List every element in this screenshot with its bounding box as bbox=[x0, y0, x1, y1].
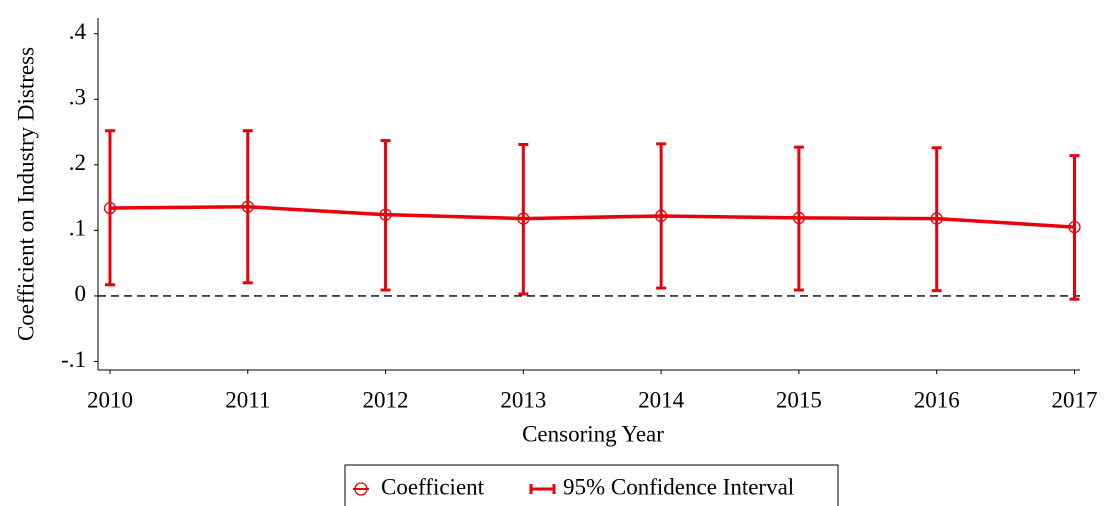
x-tick-label: 2010 bbox=[87, 387, 133, 412]
y-tick-label: .1 bbox=[69, 216, 86, 241]
legend-box bbox=[344, 464, 839, 506]
x-tick-label: 2012 bbox=[363, 387, 409, 412]
y-tick-label: .2 bbox=[69, 150, 86, 175]
x-tick-label: 2017 bbox=[1051, 387, 1097, 412]
y-tick-label: -.1 bbox=[61, 347, 86, 372]
y-axis-label: Coefficient on Industry Distress bbox=[13, 47, 38, 341]
error-bar bbox=[1069, 154, 1080, 301]
point bbox=[654, 209, 668, 223]
x-tick-label: 2016 bbox=[914, 387, 960, 412]
y-tick-label: .3 bbox=[69, 85, 86, 110]
y-tick-label: 0 bbox=[75, 281, 87, 306]
point bbox=[792, 211, 806, 225]
line bbox=[109, 205, 1075, 229]
legend-label: 95% Confidence Interval bbox=[563, 474, 794, 499]
point bbox=[379, 208, 392, 221]
legend-label: Coefficient bbox=[381, 474, 485, 499]
x-tick-label: 2011 bbox=[225, 387, 270, 412]
point bbox=[1068, 220, 1081, 234]
x-tick-label: 2013 bbox=[500, 387, 546, 412]
point bbox=[241, 200, 254, 213]
point bbox=[103, 201, 117, 215]
x-axis-label: Censoring Year bbox=[522, 421, 664, 446]
x-tick-label: 2015 bbox=[776, 387, 822, 412]
point bbox=[517, 212, 530, 225]
x-tick-label: 2014 bbox=[638, 387, 685, 412]
point bbox=[930, 212, 943, 225]
y-tick-label: .4 bbox=[69, 19, 87, 44]
